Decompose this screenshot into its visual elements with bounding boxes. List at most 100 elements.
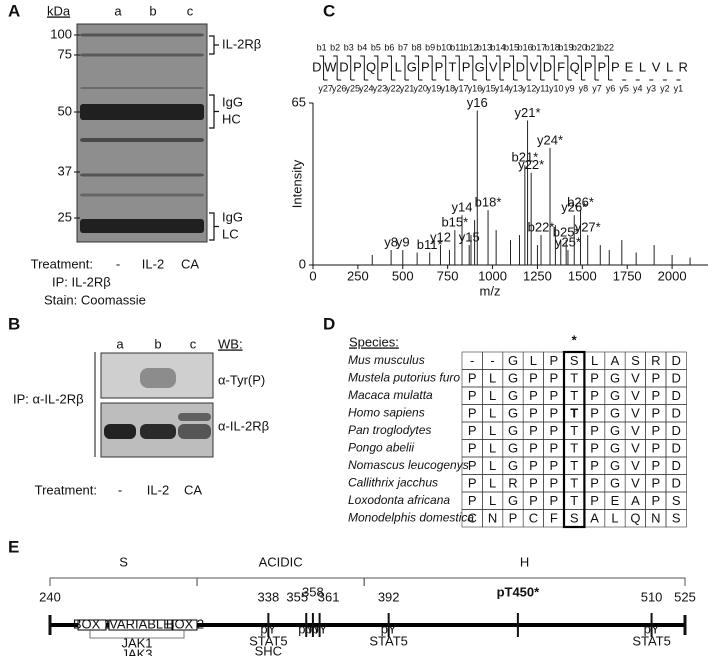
y-ion: y21 bbox=[400, 83, 415, 93]
site-label: 392 bbox=[378, 589, 400, 604]
b-ion: b3 bbox=[344, 42, 354, 52]
residue: S bbox=[570, 511, 579, 526]
star: * bbox=[572, 332, 578, 347]
residue: P bbox=[651, 388, 660, 403]
y-ion: y14 bbox=[495, 83, 510, 93]
residue: P bbox=[549, 406, 558, 421]
residue: G bbox=[610, 458, 620, 473]
residue: L bbox=[666, 59, 673, 74]
residue: P bbox=[590, 388, 599, 403]
peak-label: y9 bbox=[396, 234, 410, 249]
residue: N bbox=[651, 511, 660, 526]
treatment: CA bbox=[181, 256, 199, 271]
residue: L bbox=[489, 371, 496, 386]
residue: G bbox=[508, 441, 518, 456]
panel-label: A bbox=[8, 1, 20, 20]
residue: P bbox=[597, 59, 606, 74]
residue: P bbox=[651, 493, 660, 508]
residue: P bbox=[590, 493, 599, 508]
residue: D bbox=[312, 59, 321, 74]
lane-label: c bbox=[190, 336, 197, 351]
y-ion: y17 bbox=[454, 83, 469, 93]
residue: P bbox=[549, 388, 558, 403]
residue: P bbox=[549, 441, 558, 456]
band-label: HC bbox=[222, 111, 241, 126]
residue: G bbox=[508, 493, 518, 508]
residue: P bbox=[468, 406, 477, 421]
blot-band bbox=[104, 424, 136, 439]
residue: Q bbox=[570, 59, 580, 74]
residue: P bbox=[468, 388, 477, 403]
residue: P bbox=[468, 476, 477, 491]
residue: T bbox=[570, 458, 578, 473]
site-annotation: STAT5 bbox=[249, 633, 288, 648]
band-label: LC bbox=[222, 226, 239, 241]
b-ion: b5 bbox=[371, 42, 381, 52]
residue: P bbox=[468, 493, 477, 508]
blot-label: α-IL-2Rβ bbox=[218, 418, 269, 433]
residue: C bbox=[468, 511, 477, 526]
site-annotation: pY bbox=[260, 621, 276, 636]
panel-label: D bbox=[323, 314, 335, 333]
peak-label: b22* bbox=[528, 220, 555, 235]
residue: D bbox=[672, 423, 681, 438]
residue: D bbox=[672, 353, 681, 368]
y-ion: y23 bbox=[373, 83, 388, 93]
treatment: - bbox=[118, 482, 122, 497]
residue: G bbox=[508, 423, 518, 438]
residue: P bbox=[421, 59, 430, 74]
residue: A bbox=[611, 353, 620, 368]
residue: L bbox=[489, 476, 496, 491]
highlight bbox=[562, 350, 586, 529]
lane-label: b bbox=[149, 3, 156, 18]
residue: L bbox=[530, 353, 537, 368]
b-ion-mark bbox=[414, 55, 420, 80]
box-label: VARIABLE bbox=[109, 616, 172, 631]
y-ion: y15 bbox=[481, 83, 496, 93]
species-name: Pan troglodytes bbox=[348, 423, 431, 437]
residue: L bbox=[611, 511, 618, 526]
residue: G bbox=[508, 353, 518, 368]
residue: F bbox=[557, 59, 565, 74]
site-annotation: pY bbox=[298, 621, 314, 636]
residue: P bbox=[529, 493, 538, 508]
marker-label: 100 bbox=[50, 26, 72, 41]
b-ion-mark bbox=[468, 55, 474, 80]
residue: P bbox=[529, 371, 538, 386]
box bbox=[172, 619, 198, 631]
b-ion-mark bbox=[373, 55, 379, 80]
table-header: Species: bbox=[349, 334, 399, 349]
gel-band bbox=[80, 87, 204, 89]
residue: P bbox=[549, 353, 558, 368]
b-ion-mark bbox=[401, 55, 406, 80]
residue: V bbox=[631, 371, 640, 386]
x-tick-label: 1750 bbox=[613, 268, 642, 283]
domain-bracket bbox=[196, 577, 365, 586]
residue: D bbox=[516, 59, 525, 74]
residue: D bbox=[672, 406, 681, 421]
species-name: Pongo abelii bbox=[348, 440, 414, 454]
treatment: IL-2 bbox=[147, 482, 169, 497]
x-tick-label: 500 bbox=[392, 268, 414, 283]
residue: N bbox=[488, 511, 497, 526]
x-tick-label: 0 bbox=[309, 268, 316, 283]
b-ion: b9 bbox=[425, 42, 435, 52]
gel-band bbox=[80, 193, 204, 197]
peak-label: y12 bbox=[430, 229, 451, 244]
residue: V bbox=[631, 423, 640, 438]
residue: P bbox=[468, 441, 477, 456]
residue: P bbox=[590, 423, 599, 438]
residue: P bbox=[590, 371, 599, 386]
residue: T bbox=[449, 59, 457, 74]
residue: G bbox=[610, 371, 620, 386]
residue: P bbox=[435, 59, 444, 74]
blot-band bbox=[140, 368, 176, 388]
residue: T bbox=[570, 406, 578, 421]
residue: L bbox=[591, 353, 598, 368]
treatment-label: Treatment: bbox=[35, 482, 97, 497]
box bbox=[77, 619, 107, 631]
residue: L bbox=[489, 423, 496, 438]
gel-band bbox=[80, 138, 204, 142]
marker-label: 25 bbox=[58, 209, 72, 224]
